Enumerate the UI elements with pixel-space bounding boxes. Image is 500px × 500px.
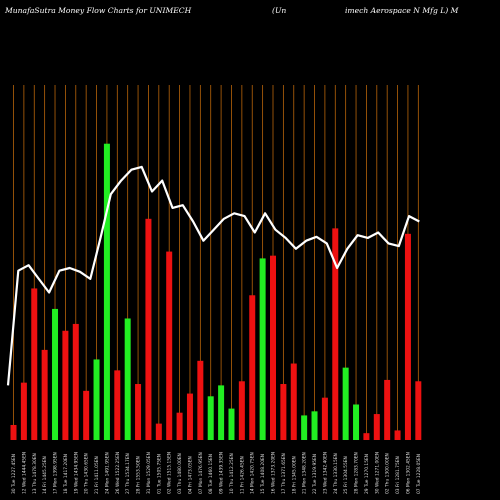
money-flow-bar: [10, 424, 17, 440]
x-tick-label: 18 Fri 1345.00EN: [291, 456, 297, 494]
money-flow-bar: [72, 323, 79, 440]
x-tick-label: 09 Wed 1439.35EN: [219, 452, 225, 494]
price-line-path: [6, 165, 420, 386]
x-tick-label: 15 Tue 1408.20EN: [260, 454, 266, 494]
money-flow-bar: [404, 233, 411, 440]
money-flow-bar: [155, 423, 162, 440]
x-tick-label: 23 Wed 1342.40EN: [322, 452, 328, 494]
money-flow-bar: [270, 255, 276, 440]
x-tick-label: 07 Mon 1476.95EN: [198, 452, 204, 494]
x-tick-label: 11 Fri 1426.45EN: [239, 456, 245, 494]
x-tick-label: 24 Mon 1491.95EN: [104, 452, 110, 494]
chart-title-mid: (Un: [272, 6, 287, 15]
x-tick-label: 10 Thu 1412.25EN: [229, 453, 235, 494]
money-flow-bar: [301, 415, 308, 440]
money-flow-bar: [176, 412, 183, 440]
money-flow-bar: [415, 381, 422, 440]
money-flow-bar: [394, 430, 401, 440]
x-tick-label: 29 Tue 1270.15EN: [364, 454, 370, 494]
x-tick-label: 19 Wed 1434.95EN: [73, 452, 79, 494]
money-flow-bar: [135, 384, 142, 440]
chart-title-right: imech Aerospace N Mfg L) M: [345, 6, 459, 15]
money-flow-bar: [363, 433, 370, 440]
x-tick-label: 18 Tue 1417.20EN: [63, 454, 69, 494]
money-flow-bar: [353, 404, 360, 440]
money-flow-bar: [20, 382, 27, 440]
money-flow-bar: [52, 308, 59, 440]
x-tick-label: 21 Mon 1348.20EN: [302, 452, 308, 494]
money-flow-bar: [197, 360, 204, 440]
money-flow-bar: [114, 370, 121, 440]
x-tick-label: 14 Fri 1445.25EN: [42, 456, 48, 494]
x-tick-label: 28 Mon 1283.70EN: [354, 452, 360, 494]
price-line: [6, 165, 420, 386]
x-tick-label: 17 Thu 1371.65EN: [281, 453, 287, 494]
x-tick-label: 03 Thu 1480.00EN: [177, 453, 183, 494]
x-tick-label: 17 Mon 1398.95EN: [53, 452, 59, 494]
chart-title-left: MunafaSutra Money Flow Charts for UNIMEC…: [5, 6, 192, 15]
x-tick-label: 03 Fri 1281.75EN: [395, 456, 401, 494]
x-tick-label: 14 Mon 1420.75EN: [250, 452, 256, 494]
money-flow-bar: [103, 143, 110, 440]
x-tick-label: 24 Thu 1330.15EN: [333, 453, 339, 494]
x-tick-label: 25 Fri 1304.55EN: [343, 456, 349, 494]
money-flow-bar: [93, 359, 100, 440]
money-flow-bar: [218, 385, 225, 440]
money-flow-bar: [238, 381, 245, 440]
x-tick-label: 07 Tue 1228.05EN: [416, 454, 422, 494]
x-tick-label: 04 Fri 1473.05EN: [187, 456, 193, 494]
money-flow-bar: [311, 411, 318, 440]
x-tick-label: 26 Wed 1522.25EN: [115, 452, 121, 494]
x-tick-label: 27 Thu 1534.17EN: [125, 453, 131, 494]
x-tick-label: 01 Tue 1505.75EN: [156, 454, 162, 494]
money-flow-bar: [342, 367, 349, 440]
money-flow-bar: [83, 390, 90, 440]
money-flow-bar: [62, 330, 69, 440]
x-tick-label: 21 Fri 1411.05EN: [94, 456, 100, 494]
money-flow-bar: [384, 379, 391, 440]
money-flow-bar: [259, 258, 266, 440]
money-flow-bar: [280, 384, 287, 440]
x-tick-label: 13 Thu 1478.30EN: [32, 453, 38, 494]
x-tick-label: 30 Tue 1227.45EN: [11, 454, 17, 494]
x-tick-label: 30 Wed 1271.00EN: [374, 452, 380, 494]
money-flow-bar: [249, 295, 256, 440]
money-flow-bar: [41, 349, 48, 440]
x-tick-label: 06 Mon 1302.45EN: [405, 452, 411, 494]
money-flow-bar: [332, 228, 339, 440]
x-tick-label: 22 Tue 1319.95EN: [312, 454, 318, 494]
money-flow-bar: [145, 218, 152, 440]
money-flow-bar: [228, 408, 235, 440]
money-flow-bar: [290, 363, 297, 440]
money-flow-bar: [321, 397, 328, 440]
money-flow-bar: [207, 396, 214, 440]
x-tick-label: 02 Wed 1515.15EN: [167, 452, 173, 494]
x-tick-label: 16 Wed 1373.20EN: [271, 452, 277, 494]
money-flow-bar: [31, 288, 38, 440]
x-tick-label: 02 Thu 1300.00EN: [385, 453, 391, 494]
chart-title-bar: MunafaSutra Money Flow Charts for UNIMEC…: [0, 0, 500, 18]
x-axis-labels: 30 Tue 1227.45EN 12 Wed 1444.45EN 13 Thu 1…: [11, 452, 422, 494]
x-tick-label: 31 Mon 1529.05EN: [146, 452, 152, 494]
money-flow-bar: [186, 393, 193, 440]
money-flow-bar: [166, 251, 173, 440]
money-flow-bar: [124, 318, 131, 440]
money-flow-bar: [373, 414, 380, 440]
x-tick-label: 12 Wed 1444.45EN: [21, 452, 27, 494]
money-flow-bars: [10, 143, 422, 440]
x-tick-label: 20 Thu 1430.65EN: [84, 453, 90, 494]
x-tick-label: 08 Tue 1460.15EN: [208, 454, 214, 494]
x-tick-label: 28 Fri 1553.50EN: [136, 456, 142, 494]
